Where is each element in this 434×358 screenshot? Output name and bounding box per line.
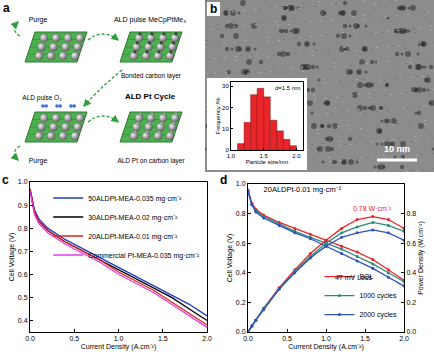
svg-text:0.2: 0.2 <box>236 299 246 306</box>
svg-text:10: 10 <box>222 126 229 132</box>
svg-text:10 nm: 10 nm <box>384 144 410 154</box>
svg-text:Commercial Pt-MEA-0.035 mg·cm⁻: Commercial Pt-MEA-0.035 mg·cm⁻² <box>88 252 200 260</box>
svg-text:2000 cycles: 2000 cycles <box>359 311 396 319</box>
svg-text:0.9: 0.9 <box>18 202 28 209</box>
svg-text:BOL: BOL <box>359 273 373 280</box>
svg-text:ALD pulse O₂: ALD pulse O₂ <box>22 94 62 102</box>
svg-text:20: 20 <box>222 105 229 111</box>
svg-text:2.0: 2.0 <box>399 335 409 342</box>
svg-text:Purge: Purge <box>29 157 48 165</box>
svg-text:0.7: 0.7 <box>18 248 28 255</box>
svg-text:2.0: 2.0 <box>202 335 212 342</box>
svg-text:0.5: 0.5 <box>282 335 292 342</box>
svg-text:1.0: 1.0 <box>227 153 236 159</box>
svg-text:1.0: 1.0 <box>114 335 124 342</box>
svg-text:Purge: Purge <box>29 16 48 24</box>
svg-text:ALD Pt Cycle: ALD Pt Cycle <box>125 92 176 101</box>
svg-text:0.4: 0.4 <box>18 317 28 324</box>
svg-text:30: 30 <box>222 83 229 89</box>
svg-text:0.4: 0.4 <box>236 269 246 276</box>
html-text:a: a <box>3 1 10 15</box>
svg-text:1.0: 1.0 <box>321 335 331 342</box>
svg-text:0.8: 0.8 <box>18 225 28 232</box>
svg-text:1.5: 1.5 <box>360 335 370 342</box>
svg-text:0.0: 0.0 <box>236 328 246 335</box>
svg-text:20ALDPt-MEA-0.01 mg·cm⁻²: 20ALDPt-MEA-0.01 mg·cm⁻² <box>88 233 178 241</box>
svg-text:0.78 W·cm⁻²: 0.78 W·cm⁻² <box>353 205 392 212</box>
svg-text:Cell Voltage (V): Cell Voltage (V) <box>226 234 234 283</box>
svg-text:30ALDPt-MEA-0.02 mg·cm⁻²: 30ALDPt-MEA-0.02 mg·cm⁻² <box>88 214 178 222</box>
svg-text:0.0: 0.0 <box>243 335 253 342</box>
svg-text:0.0: 0.0 <box>25 335 35 342</box>
svg-text:0.5: 0.5 <box>18 294 28 301</box>
svg-text:Current Density (A.cm⁻²): Current Density (A.cm⁻²) <box>81 343 157 351</box>
svg-text:0.4: 0.4 <box>406 269 416 276</box>
svg-text:0.2: 0.2 <box>406 299 416 306</box>
svg-text:0.6: 0.6 <box>406 240 416 247</box>
svg-text:Power Density (W.cm⁻²): Power Density (W.cm⁻²) <box>417 221 425 295</box>
svg-text:1.0: 1.0 <box>236 180 246 187</box>
svg-text:20ALDPt-0.01 mg·cm⁻²: 20ALDPt-0.01 mg·cm⁻² <box>264 185 342 194</box>
svg-text:1.0: 1.0 <box>18 178 28 185</box>
svg-text:Cell Voltage (V): Cell Voltage (V) <box>8 233 16 282</box>
svg-text:Frequency /%: Frequency /% <box>215 97 221 135</box>
svg-text:0.6: 0.6 <box>236 240 246 247</box>
svg-text:2.0: 2.0 <box>292 153 301 159</box>
svg-text:0.5: 0.5 <box>69 335 79 342</box>
svg-text:Current Density (A.cm⁻²): Current Density (A.cm⁻²) <box>288 343 364 351</box>
svg-text:Particle size/nm: Particle size/nm <box>246 159 288 165</box>
svg-text:0.8: 0.8 <box>236 210 246 217</box>
svg-text:0.0: 0.0 <box>406 328 416 335</box>
svg-text:0.6: 0.6 <box>18 271 28 278</box>
svg-text:0.8: 0.8 <box>406 210 416 217</box>
svg-text:1000 cycles: 1000 cycles <box>359 292 396 300</box>
svg-text:50ALDPt-MEA-0.035 mg·cm⁻²: 50ALDPt-MEA-0.035 mg·cm⁻² <box>88 195 182 203</box>
html-text:c: c <box>2 173 9 187</box>
svg-text:ALD Pt on carbon layer: ALD Pt on carbon layer <box>117 157 185 165</box>
svg-text:Bonded carbon layer: Bonded carbon layer <box>121 72 182 80</box>
svg-text:47 mV Loss: 47 mV Loss <box>335 274 372 281</box>
svg-text:1.5: 1.5 <box>260 153 269 159</box>
svg-text:d=1.5 nm: d=1.5 nm <box>275 85 300 91</box>
svg-text:0: 0 <box>225 147 229 153</box>
html-text:d: d <box>220 173 228 187</box>
svg-text:ALD pulse MeCpPtMe₃: ALD pulse MeCpPtMe₃ <box>114 16 186 24</box>
html-text:b: b <box>210 2 218 16</box>
svg-text:1.5: 1.5 <box>158 335 168 342</box>
